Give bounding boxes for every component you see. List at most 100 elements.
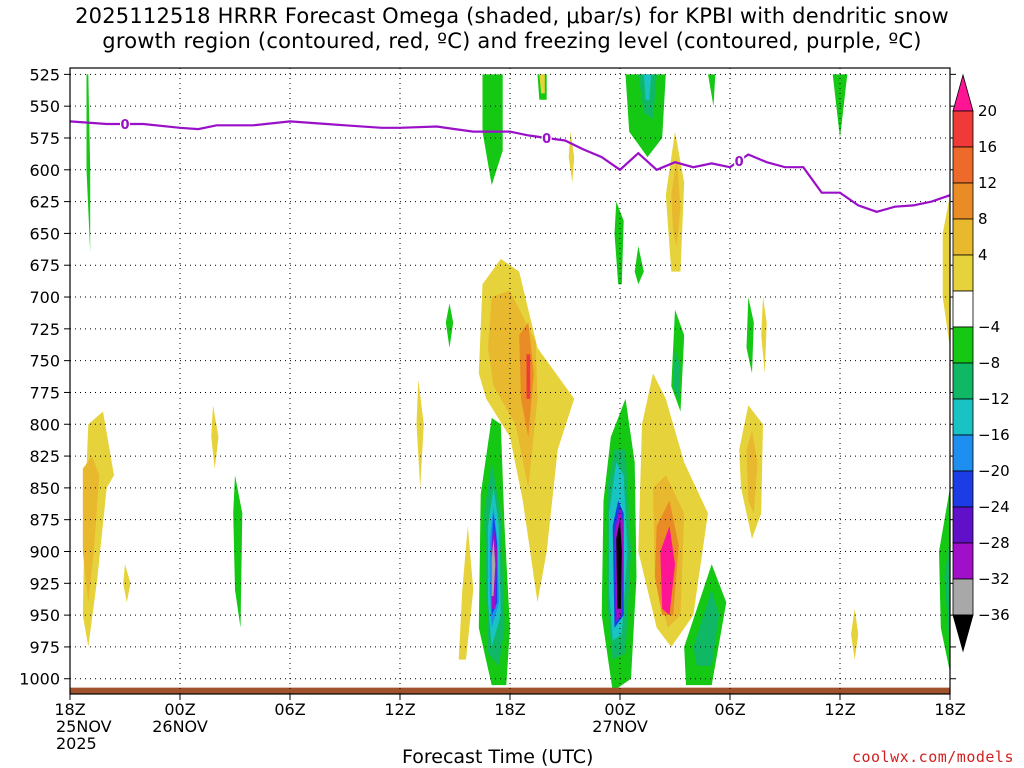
colorbar-swatch-9 xyxy=(952,398,974,436)
x-tick-label: 2025 xyxy=(56,734,97,753)
omega-region-35 xyxy=(568,131,575,183)
x-tick-label: 18Z xyxy=(934,700,965,719)
colorbar-swatch-8 xyxy=(952,362,974,400)
freezing-level-label: 0 xyxy=(120,118,129,133)
grid-layer xyxy=(70,68,950,694)
omega-region-32 xyxy=(851,608,859,660)
colorbar-label: 16 xyxy=(978,138,997,156)
omega-region-1 xyxy=(482,74,503,186)
x-tick-label: 12Z xyxy=(384,700,415,719)
x-tick-label: 06Z xyxy=(714,700,745,719)
omega-region-0 xyxy=(86,74,91,253)
y-tick-label: 625 xyxy=(29,193,60,212)
omega-region-3 xyxy=(625,74,666,158)
omega-shading-layer xyxy=(82,74,950,692)
x-tick-label: 18Z xyxy=(54,700,85,719)
y-tick-label: 925 xyxy=(29,574,60,593)
freezing-label-bg-2 xyxy=(734,153,745,168)
y-axis: 525 550 575 600 625 650 675 700 725 750 775 800 825 8… xyxy=(19,65,956,689)
freezing-level-layer: 0 0 0 xyxy=(70,116,950,213)
chart-title: 2025112518 HRRR Forecast Omega (shaded, … xyxy=(0,4,1024,54)
colorbar-label: 8 xyxy=(978,210,988,228)
colorbar-swatch-10 xyxy=(952,434,974,472)
omega-region-30 xyxy=(746,430,758,514)
omega-region-9 xyxy=(634,246,644,285)
omega-region-17 xyxy=(416,379,424,488)
y-tick-label: 525 xyxy=(29,65,60,84)
omega-region-18 xyxy=(458,526,474,660)
colorbar-label: −24 xyxy=(978,498,1010,516)
colorbar-label: 20 xyxy=(978,102,997,120)
omega-region-6 xyxy=(708,74,716,107)
y-tick-label: 875 xyxy=(29,511,60,530)
colorbar-label: −4 xyxy=(978,318,1000,336)
ground-strip xyxy=(70,687,950,694)
colorbar-label: −16 xyxy=(978,426,1010,444)
colorbar-swatch-7 xyxy=(952,326,974,364)
freezing-level-line xyxy=(70,120,950,213)
colorbar-swatch-3 xyxy=(952,182,974,220)
omega-region-14 xyxy=(82,456,100,603)
omega-region-16 xyxy=(211,405,219,469)
chart-title-line-2: growth region (contoured, red, ºC) and f… xyxy=(102,29,922,53)
y-tick-label: 550 xyxy=(29,97,60,116)
colorbar-swatch-12 xyxy=(952,506,974,544)
y-tick-label: 1000 xyxy=(19,670,60,689)
y-tick-label: 850 xyxy=(29,479,60,498)
site-credit: coolwx.com/models xyxy=(851,748,1014,766)
colorbar-label: −28 xyxy=(978,534,1010,552)
colorbar-swatch-5 xyxy=(952,254,974,292)
colorbar-label: 12 xyxy=(978,174,997,192)
omega-region-34 xyxy=(539,74,545,94)
omega-region-22 xyxy=(526,354,531,399)
x-tick-label: 27NOV xyxy=(592,717,648,736)
x-tick-label: 18Z xyxy=(494,700,525,719)
colorbar-label: −20 xyxy=(978,462,1010,480)
colorbar-swatch-11 xyxy=(952,470,974,508)
y-tick-label: 975 xyxy=(29,638,60,657)
y-tick-label: 750 xyxy=(29,352,60,371)
colorbar-swatch-13 xyxy=(952,542,974,580)
y-tick-label: 700 xyxy=(29,288,60,307)
omega-region-8 xyxy=(614,201,624,285)
omega-region-10 xyxy=(445,303,454,348)
freezing-level-label: 0 xyxy=(735,155,744,170)
colorbar-label: −36 xyxy=(978,606,1010,624)
colorbar-swatch-6 xyxy=(952,290,974,328)
colorbar-swatch-1 xyxy=(952,110,974,148)
colorbar-swatch-2 xyxy=(952,146,974,184)
colorbar-label: 4 xyxy=(978,246,988,264)
omega-region-54 xyxy=(944,538,950,654)
y-tick-label: 900 xyxy=(29,542,60,561)
y-tick-label: 725 xyxy=(29,320,60,339)
omega-region-26 xyxy=(660,526,675,616)
x-tick-label: 26NOV xyxy=(152,717,208,736)
freezing-label-bg-0 xyxy=(120,116,130,131)
x-tick-label: 12Z xyxy=(824,700,855,719)
omega-region-33 xyxy=(942,195,950,348)
omega-region-52 xyxy=(693,589,719,666)
y-tick-label: 650 xyxy=(29,224,60,243)
colorbar-label: −32 xyxy=(978,570,1010,588)
omega-region-48 xyxy=(616,519,622,609)
x-tick-label: 00Z xyxy=(164,700,195,719)
omega-region-42 xyxy=(491,538,496,596)
x-axis-label: Forecast Time (UTC) xyxy=(402,746,594,768)
x-tick-label: 25NOV xyxy=(56,717,112,736)
colorbar-top-arrow xyxy=(952,73,974,112)
y-tick-label: 950 xyxy=(29,606,60,625)
omega-region-11 xyxy=(233,475,243,628)
chart-title-line-1: 2025112518 HRRR Forecast Omega (shaded, … xyxy=(75,4,949,28)
x-tick-label: 00Z xyxy=(604,700,635,719)
omega-region-15 xyxy=(123,564,131,603)
omega-region-53 xyxy=(939,487,950,673)
colorbar: 20 16 12 8 4 −4 −8 −12 −16 −20 −24 −28 −32 −36 xyxy=(952,73,1010,653)
colorbar-swatch-14 xyxy=(952,578,974,616)
y-tick-label: 675 xyxy=(29,256,60,275)
omega-region-12 xyxy=(746,297,754,374)
x-tick-label: 06Z xyxy=(274,700,305,719)
colorbar-label: −12 xyxy=(978,390,1010,408)
omega-region-5 xyxy=(643,74,652,100)
